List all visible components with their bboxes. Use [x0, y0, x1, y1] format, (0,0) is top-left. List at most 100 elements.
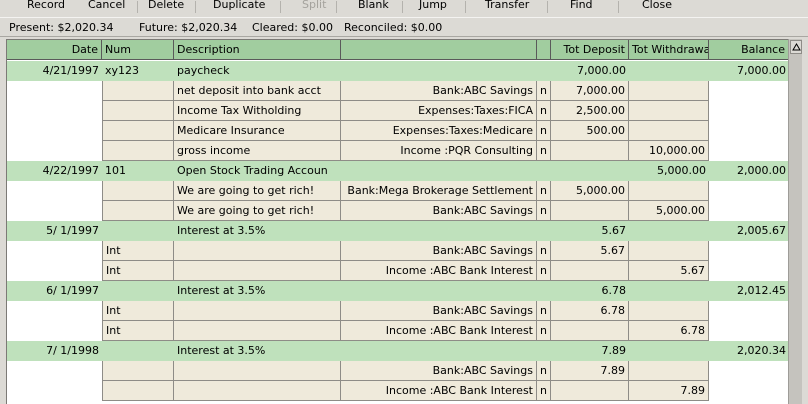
- withdrawal-cell[interactable]: [629, 361, 709, 381]
- account-cell[interactable]: Expenses:Taxes:Medicare: [341, 121, 537, 141]
- action-cell[interactable]: Int: [103, 321, 174, 341]
- withdrawal-cell[interactable]: 6.78: [629, 321, 709, 341]
- withdrawal-cell[interactable]: [629, 301, 709, 321]
- num-cell[interactable]: [102, 221, 174, 241]
- header-tot-deposit[interactable]: Tot Deposit: [551, 40, 629, 60]
- split-row[interactable]: Income :ABC Bank Interest n 7.89: [7, 381, 788, 401]
- account-cell[interactable]: Income :PQR Consulting: [341, 141, 537, 161]
- account-cell[interactable]: Income :ABC Bank Interest: [341, 381, 537, 401]
- arrow-up-icon[interactable]: [790, 40, 802, 54]
- split-row[interactable]: Medicare Insurance Expenses:Taxes:Medicar…: [7, 121, 788, 141]
- description-cell[interactable]: Open Stock Trading Accoun: [177, 164, 328, 177]
- reconcile-cell[interactable]: n: [537, 361, 551, 381]
- duplicate-button[interactable]: Duplicate: [213, 0, 266, 11]
- jump-button[interactable]: Jump: [419, 0, 447, 11]
- memo-cell[interactable]: net deposit into bank acct: [174, 81, 341, 101]
- blank-button[interactable]: Blank: [358, 0, 389, 11]
- deposit-cell[interactable]: 5.67: [551, 241, 629, 261]
- deposit-cell[interactable]: [551, 201, 629, 221]
- withdrawal-cell[interactable]: [629, 181, 709, 201]
- deposit-cell[interactable]: [551, 381, 629, 401]
- account-cell[interactable]: Bank:ABC Savings: [341, 241, 537, 261]
- num-cell[interactable]: [102, 341, 174, 361]
- transaction-row[interactable]: 7/ 1/1998 Interest at 3.5% 7.89 2,020.34: [7, 341, 788, 361]
- reconcile-cell[interactable]: n: [537, 181, 551, 201]
- split-button[interactable]: Split: [302, 0, 327, 11]
- reconcile-cell[interactable]: n: [537, 121, 551, 141]
- split-row[interactable]: net deposit into bank acct Bank:ABC Savin…: [7, 81, 788, 101]
- header-tot-withdrawal[interactable]: Tot Withdrawal: [629, 40, 709, 60]
- account-cell[interactable]: Bank:Mega Brokerage Settlement: [341, 181, 537, 201]
- split-row[interactable]: Int Bank:ABC Savings n 5.67: [7, 241, 788, 261]
- deposit-cell[interactable]: 7,000.00: [577, 64, 626, 77]
- deposit-cell[interactable]: 6.78: [551, 301, 629, 321]
- deposit-cell[interactable]: [551, 261, 629, 281]
- transaction-row[interactable]: 5/ 1/1997 Interest at 3.5% 5.67 2,005.67: [7, 221, 788, 241]
- description-cell[interactable]: Interest at 3.5%: [177, 344, 266, 357]
- balance-cell[interactable]: 7,000.00: [737, 64, 786, 77]
- deposit-cell[interactable]: 7,000.00: [551, 81, 629, 101]
- deposit-cell[interactable]: 7.89: [601, 344, 627, 357]
- action-cell[interactable]: [103, 141, 174, 161]
- deposit-cell[interactable]: [551, 321, 629, 341]
- withdrawal-cell[interactable]: [629, 221, 709, 241]
- transaction-row[interactable]: 6/ 1/1997 Interest at 3.5% 6.78 2,012.45: [7, 281, 788, 301]
- reconcile-cell[interactable]: n: [537, 381, 551, 401]
- action-cell[interactable]: [103, 381, 174, 401]
- account-cell[interactable]: Bank:ABC Savings: [341, 361, 537, 381]
- date-cell[interactable]: 4/21/1997: [42, 64, 99, 77]
- deposit-cell[interactable]: [551, 161, 629, 181]
- deposit-cell[interactable]: [551, 141, 629, 161]
- withdrawal-cell[interactable]: 5.67: [629, 261, 709, 281]
- reconcile-cell[interactable]: n: [537, 101, 551, 121]
- withdrawal-cell[interactable]: 10,000.00: [629, 141, 709, 161]
- header-balance[interactable]: Balance: [709, 40, 788, 60]
- account-cell[interactable]: Expenses:Taxes:FICA: [341, 101, 537, 121]
- memo-cell[interactable]: [174, 241, 341, 261]
- reconcile-cell[interactable]: n: [537, 201, 551, 221]
- account-cell[interactable]: Income :ABC Bank Interest: [341, 321, 537, 341]
- split-row[interactable]: Int Income :ABC Bank Interest n 6.78: [7, 321, 788, 341]
- withdrawal-cell[interactable]: [629, 81, 709, 101]
- reconcile-cell[interactable]: n: [537, 241, 551, 261]
- account-cell[interactable]: Bank:ABC Savings: [341, 201, 537, 221]
- withdrawal-cell[interactable]: [629, 61, 709, 81]
- split-row[interactable]: We are going to get rich! Bank:ABC Saving…: [7, 201, 788, 221]
- reconcile-cell[interactable]: n: [537, 301, 551, 321]
- header-date[interactable]: Date: [7, 40, 102, 60]
- delete-button[interactable]: Delete: [148, 0, 185, 11]
- split-row[interactable]: Income Tax Witholding Expenses:Taxes:FICA…: [7, 101, 788, 121]
- action-cell[interactable]: [103, 181, 174, 201]
- record-button[interactable]: Record: [27, 0, 66, 11]
- split-row[interactable]: Bank:ABC Savings n 7.89: [7, 361, 788, 381]
- memo-cell[interactable]: We are going to get rich!: [174, 181, 341, 201]
- memo-cell[interactable]: [174, 321, 341, 341]
- reconcile-cell[interactable]: n: [537, 141, 551, 161]
- deposit-cell[interactable]: 500.00: [551, 121, 629, 141]
- memo-cell[interactable]: We are going to get rich!: [174, 201, 341, 221]
- find-button[interactable]: Find: [570, 0, 593, 11]
- split-row[interactable]: We are going to get rich! Bank:Mega Broke…: [7, 181, 788, 201]
- memo-cell[interactable]: [174, 261, 341, 281]
- action-cell[interactable]: Int: [103, 241, 174, 261]
- memo-cell[interactable]: gross income: [174, 141, 341, 161]
- account-cell[interactable]: Income :ABC Bank Interest: [341, 261, 537, 281]
- deposit-cell[interactable]: 6.78: [601, 284, 627, 297]
- cancel-button[interactable]: Cancel: [88, 0, 126, 11]
- transaction-row[interactable]: 4/21/1997 xy123 paycheck 7,000.00 7,000.00: [7, 61, 788, 81]
- vertical-scrollbar[interactable]: [788, 39, 802, 404]
- withdrawal-cell[interactable]: 5,000.00: [657, 164, 706, 177]
- description-cell[interactable]: paycheck: [177, 64, 230, 77]
- transfer-button[interactable]: Transfer: [485, 0, 530, 11]
- description-cell[interactable]: Interest at 3.5%: [177, 284, 266, 297]
- withdrawal-cell[interactable]: 5,000.00: [629, 201, 709, 221]
- action-cell[interactable]: Int: [103, 301, 174, 321]
- action-cell[interactable]: [103, 121, 174, 141]
- balance-cell[interactable]: 2,000.00: [737, 164, 786, 177]
- deposit-cell[interactable]: 5,000.00: [551, 181, 629, 201]
- date-cell[interactable]: 5/ 1/1997: [46, 224, 99, 237]
- balance-cell[interactable]: 2,020.34: [737, 344, 786, 357]
- date-cell[interactable]: 6/ 1/1997: [46, 284, 99, 297]
- num-cell[interactable]: xy123: [105, 64, 140, 77]
- action-cell[interactable]: Int: [103, 261, 174, 281]
